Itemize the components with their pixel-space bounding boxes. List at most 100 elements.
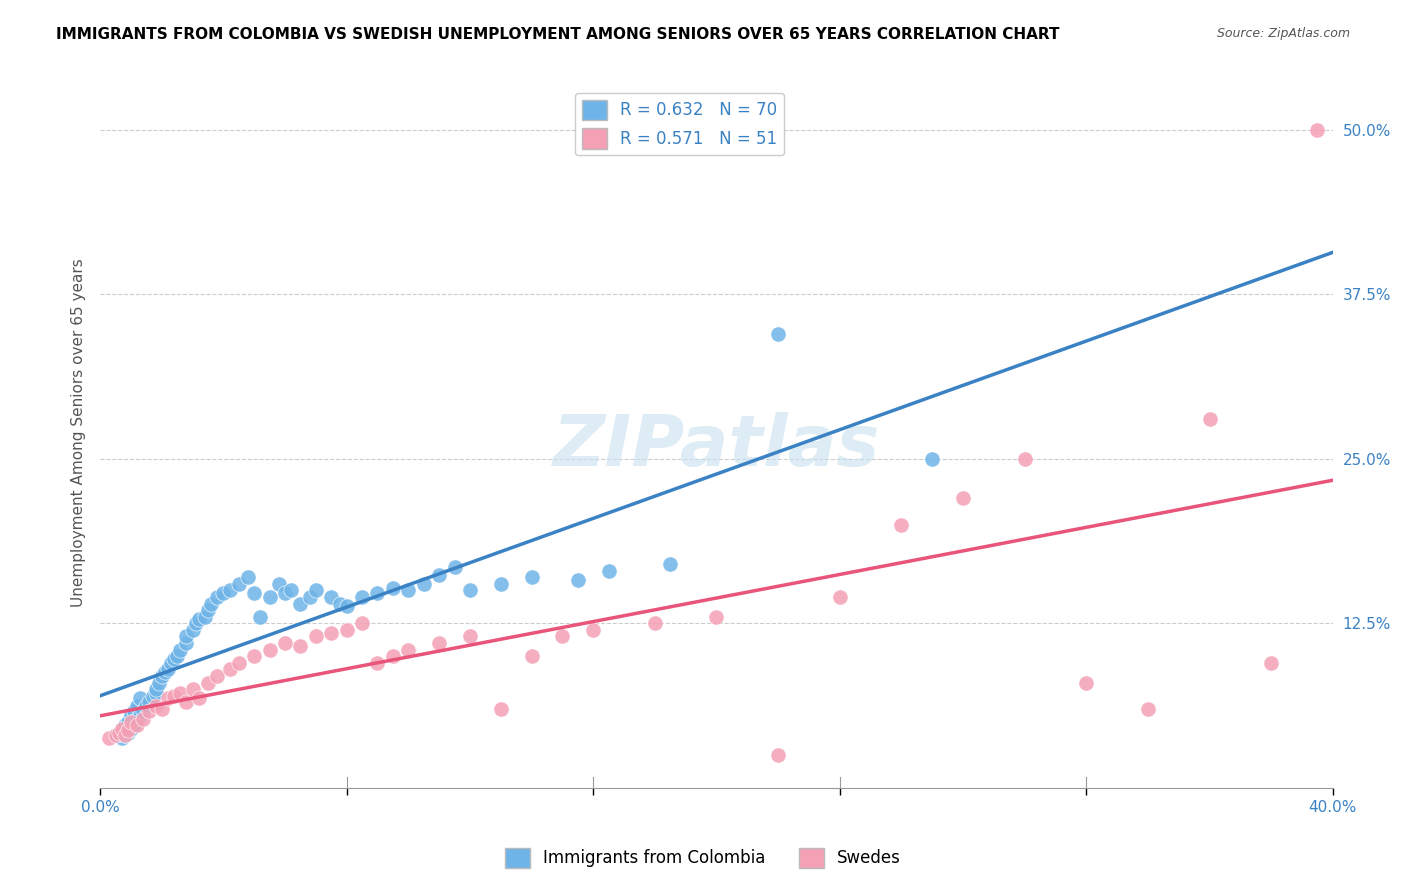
Point	[218, 662, 240, 676]
Point	[135, 699, 157, 714]
Point	[117, 725, 139, 739]
Point	[582, 623, 605, 637]
Point	[259, 642, 281, 657]
Point	[458, 630, 481, 644]
Point	[166, 649, 188, 664]
Point	[176, 695, 198, 709]
Point	[114, 728, 136, 742]
Point	[366, 656, 388, 670]
Point	[644, 616, 666, 631]
Point	[921, 451, 943, 466]
Point	[122, 705, 145, 719]
Point	[249, 609, 271, 624]
Point	[766, 326, 789, 341]
Point	[176, 636, 198, 650]
Point	[520, 649, 543, 664]
Point	[890, 517, 912, 532]
Point	[163, 652, 186, 666]
Point	[153, 665, 176, 679]
Point	[129, 691, 152, 706]
Point	[567, 573, 589, 587]
Point	[1306, 123, 1329, 137]
Point	[1198, 412, 1220, 426]
Text: Source: ZipAtlas.com: Source: ZipAtlas.com	[1216, 27, 1350, 40]
Point	[127, 712, 149, 726]
Point	[132, 712, 155, 726]
Point	[489, 577, 512, 591]
Point	[458, 583, 481, 598]
Point	[1014, 451, 1036, 466]
Point	[427, 567, 450, 582]
Point	[127, 699, 149, 714]
Point	[336, 599, 359, 614]
Point	[766, 747, 789, 762]
Point	[218, 583, 240, 598]
Point	[160, 656, 183, 670]
Point	[298, 590, 321, 604]
Point	[228, 656, 250, 670]
Point	[169, 686, 191, 700]
Point	[111, 722, 134, 736]
Point	[176, 630, 198, 644]
Point	[828, 590, 851, 604]
Point	[243, 586, 266, 600]
Point	[1076, 675, 1098, 690]
Point	[117, 714, 139, 729]
Point	[228, 577, 250, 591]
Point	[274, 636, 297, 650]
Point	[145, 699, 167, 714]
Point	[352, 616, 374, 631]
Point	[150, 669, 173, 683]
Point	[1136, 702, 1159, 716]
Legend: Immigrants from Colombia, Swedes: Immigrants from Colombia, Swedes	[498, 841, 908, 875]
Point	[181, 623, 204, 637]
Point	[207, 669, 229, 683]
Point	[236, 570, 259, 584]
Point	[114, 717, 136, 731]
Point	[197, 675, 219, 690]
Point	[145, 682, 167, 697]
Point	[145, 686, 167, 700]
Point	[243, 649, 266, 664]
Point	[280, 583, 302, 598]
Point	[274, 586, 297, 600]
Point	[207, 590, 229, 604]
Point	[267, 577, 290, 591]
Point	[184, 616, 207, 631]
Point	[200, 597, 222, 611]
Point	[111, 731, 134, 745]
Point	[163, 689, 186, 703]
Point	[107, 725, 129, 739]
Point	[138, 705, 160, 719]
Point	[551, 630, 574, 644]
Point	[305, 583, 328, 598]
Point	[290, 597, 312, 611]
Point	[127, 717, 149, 731]
Point	[443, 559, 465, 574]
Point	[194, 609, 217, 624]
Point	[114, 728, 136, 742]
Point	[396, 583, 419, 598]
Point	[120, 714, 142, 729]
Point	[120, 708, 142, 723]
Point	[107, 725, 129, 739]
Point	[187, 612, 209, 626]
Point	[212, 586, 235, 600]
Legend: R = 0.632   N = 70, R = 0.571   N = 51: R = 0.632 N = 70, R = 0.571 N = 51	[575, 93, 785, 155]
Point	[366, 586, 388, 600]
Point	[141, 689, 163, 703]
Point	[520, 570, 543, 584]
Point	[111, 722, 134, 736]
Point	[117, 723, 139, 737]
Point	[290, 639, 312, 653]
Point	[659, 557, 682, 571]
Text: IMMIGRANTS FROM COLOMBIA VS SWEDISH UNEMPLOYMENT AMONG SENIORS OVER 65 YEARS COR: IMMIGRANTS FROM COLOMBIA VS SWEDISH UNEM…	[56, 27, 1060, 42]
Point	[1260, 656, 1282, 670]
Point	[412, 577, 434, 591]
Point	[489, 702, 512, 716]
Point	[321, 590, 343, 604]
Point	[427, 636, 450, 650]
Point	[132, 705, 155, 719]
Y-axis label: Unemployment Among Seniors over 65 years: Unemployment Among Seniors over 65 years	[72, 258, 86, 607]
Point	[321, 625, 343, 640]
